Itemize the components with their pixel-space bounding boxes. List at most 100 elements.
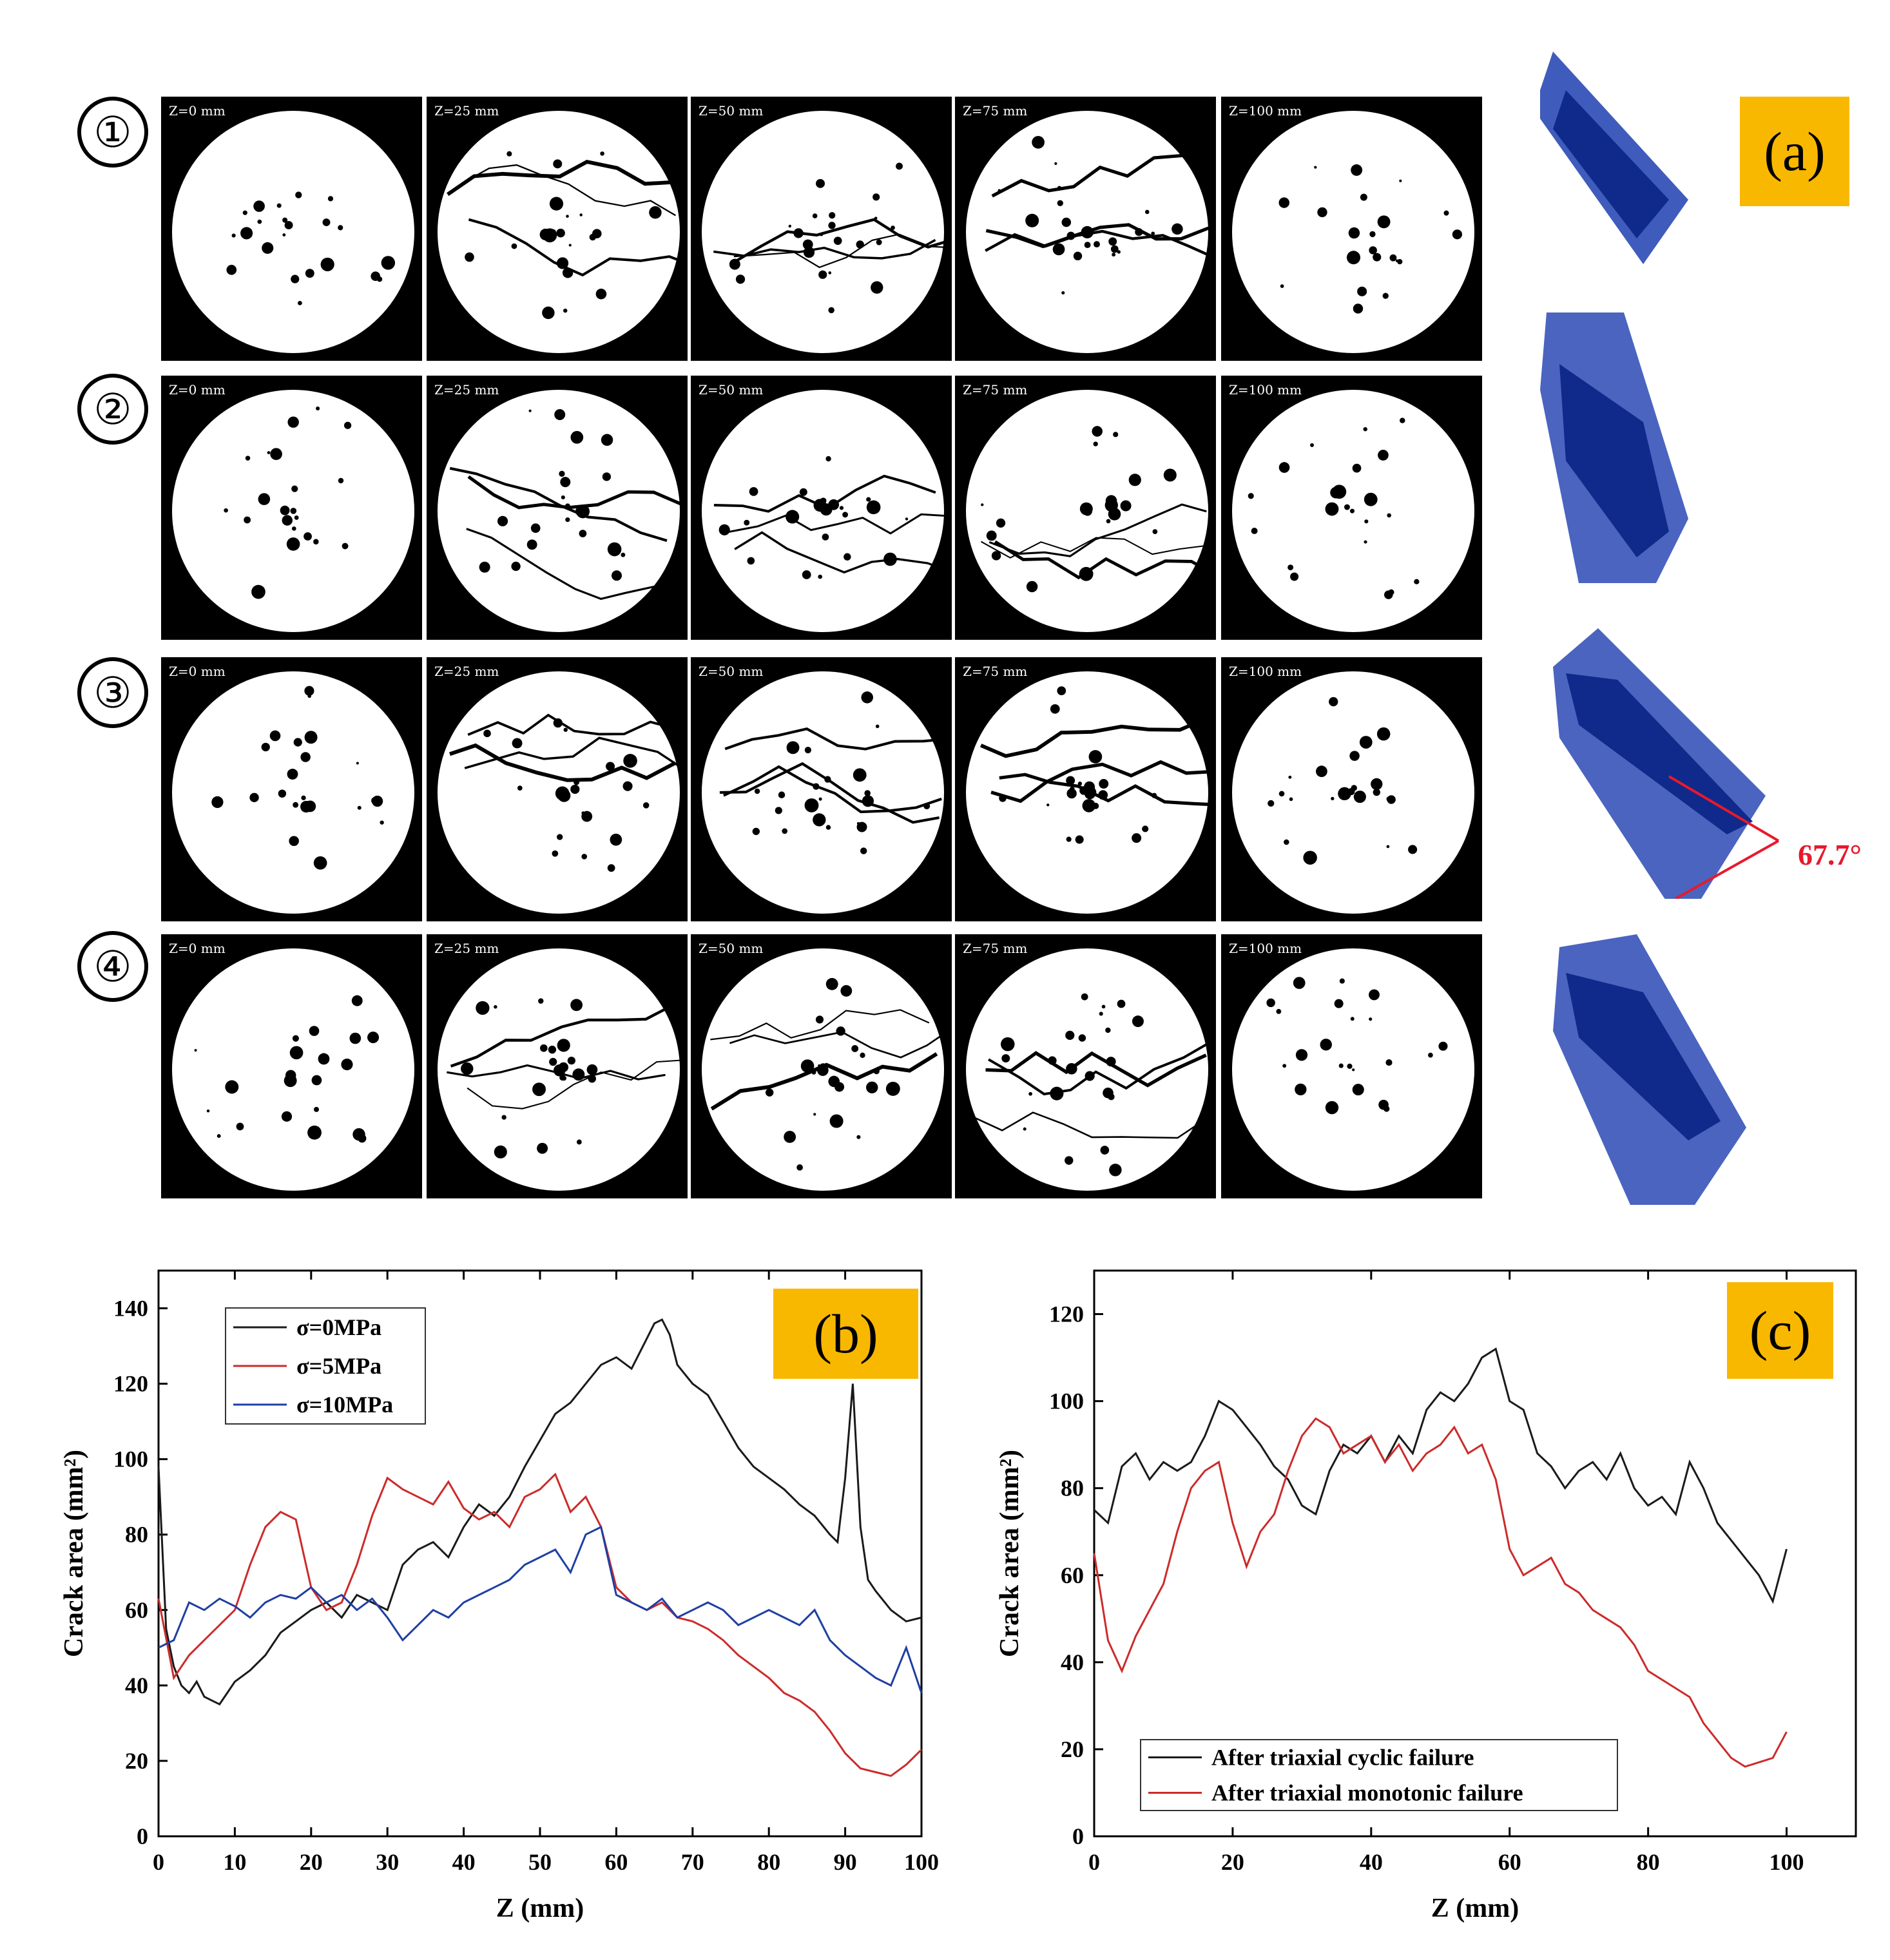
series-line-1 <box>1093 1347 1788 1604</box>
x-axis-label: Z (mm) <box>1431 1894 1519 1923</box>
row-label-1: ① <box>77 97 148 168</box>
legend-entry-2: After triaxial monotonic failure <box>1211 1780 1523 1806</box>
slice-z-label: Z=100 mm <box>1229 103 1302 119</box>
ct-slice-tile: Z=100 mm <box>1221 376 1482 640</box>
y-tick-label: 40 <box>125 1673 148 1698</box>
ct-slice-tile: Z=50 mm <box>691 657 952 921</box>
ct-slice-tile: Z=25 mm <box>427 376 688 640</box>
ct-slice-image <box>438 111 688 353</box>
x-tick-label: 20 <box>1221 1849 1244 1875</box>
y-tick-label: 100 <box>113 1446 148 1472</box>
ct-slice-image <box>702 111 952 353</box>
row-label-2: ② <box>77 374 148 445</box>
legend-entry-3: σ=10MPa <box>296 1392 393 1417</box>
ct-slice-tile: Z=50 mm <box>691 934 952 1198</box>
y-tick-label: 80 <box>125 1522 148 1548</box>
y-tick-label: 20 <box>125 1748 148 1774</box>
y-tick-label: 140 <box>113 1296 148 1321</box>
ct-slice-image <box>1232 111 1474 353</box>
y-axis-label: Crack area (mm²) <box>59 1450 89 1657</box>
ct-slice-image <box>966 111 1216 353</box>
series-line-2 <box>157 1472 923 1777</box>
x-tick-label: 80 <box>1637 1849 1660 1875</box>
x-axis-label: Z (mm) <box>496 1894 584 1923</box>
y-tick-label: 80 <box>1061 1475 1084 1501</box>
x-tick-label: 60 <box>604 1849 628 1875</box>
y-tick-label: 60 <box>1061 1562 1084 1588</box>
slice-z-label: Z=50 mm <box>699 664 764 679</box>
row-label-3: ③ <box>77 657 148 728</box>
slice-z-label: Z=0 mm <box>169 382 226 398</box>
crack-model-1 <box>1534 52 1688 322</box>
ct-slice-image <box>1232 671 1474 914</box>
ct-slice-tile: Z=0 mm <box>161 934 422 1198</box>
slice-z-label: Z=0 mm <box>169 941 226 956</box>
ct-slice-image <box>702 671 949 914</box>
series-line-3 <box>158 1525 923 1694</box>
ct-slice-image <box>172 111 414 353</box>
crack-model-2 <box>1540 312 1688 583</box>
ct-slice-image <box>172 948 414 1191</box>
y-tick-label: 20 <box>1061 1736 1084 1762</box>
row-label-4: ④ <box>77 931 148 1002</box>
x-tick-label: 10 <box>223 1849 246 1875</box>
slice-z-label: Z=75 mm <box>963 941 1028 956</box>
slice-z-label: Z=25 mm <box>434 664 499 679</box>
ct-slice-tile: Z=0 mm <box>161 376 422 640</box>
x-tick-label: 40 <box>452 1849 476 1875</box>
ct-slice-image <box>438 671 686 914</box>
chart-b: 0 10 20 30 40 50 60 70 80 90 100 0 20 40 60 80 100 120 140… <box>59 1269 939 1923</box>
ct-slice-image <box>966 671 1216 914</box>
y-axis-label: Crack area (mm²) <box>995 1450 1025 1657</box>
x-tick-label: 0 <box>1088 1849 1100 1875</box>
panel-label-b: (b) <box>773 1289 918 1379</box>
legend-entry-2: σ=5MPa <box>296 1353 381 1379</box>
legend-entry-1: After triaxial cyclic failure <box>1211 1745 1474 1771</box>
y-tick-label: 60 <box>125 1597 148 1623</box>
ct-slice-image <box>438 390 684 632</box>
x-tick-label: 0 <box>153 1849 164 1875</box>
slice-z-label: Z=50 mm <box>699 103 764 119</box>
ct-slice-image <box>966 390 1216 632</box>
x-tick-label: 60 <box>1498 1849 1521 1875</box>
slice-z-label: Z=100 mm <box>1229 664 1302 679</box>
slice-z-label: Z=50 mm <box>699 382 764 398</box>
x-tick-label: 80 <box>757 1849 780 1875</box>
y-tick-label: 0 <box>137 1823 148 1849</box>
ct-slice-tile: Z=75 mm <box>955 376 1216 640</box>
crack-model-4 <box>1540 934 1746 1205</box>
ct-slice-tile: Z=75 mm <box>955 97 1216 361</box>
x-tick-label: 50 <box>528 1849 552 1875</box>
slice-z-label: Z=25 mm <box>434 382 499 398</box>
y-tick-label: 120 <box>1049 1302 1084 1327</box>
slice-z-label: Z=100 mm <box>1229 941 1302 956</box>
ct-slice-tile: Z=100 mm <box>1221 97 1482 361</box>
x-tick-label: 30 <box>376 1849 399 1875</box>
x-tick-label: 100 <box>1769 1849 1804 1875</box>
ct-slice-tile: Z=75 mm <box>955 657 1216 921</box>
ct-slice-image <box>702 948 952 1191</box>
slice-z-label: Z=0 mm <box>169 664 226 679</box>
x-tick-label: 70 <box>681 1849 704 1875</box>
x-tick-label: 100 <box>904 1849 939 1875</box>
slice-z-label: Z=75 mm <box>963 664 1028 679</box>
crack-model-3 <box>1540 628 1780 905</box>
ct-slice-tile: Z=75 mm <box>955 934 1216 1198</box>
series-line-2 <box>1093 1417 1788 1768</box>
y-tick-label: 100 <box>1049 1388 1084 1414</box>
ct-slice-tile: Z=100 mm <box>1221 657 1482 921</box>
ct-slice-tile: Z=25 mm <box>427 97 688 361</box>
panel-label-c: (c) <box>1727 1282 1833 1379</box>
slice-z-label: Z=50 mm <box>699 941 764 956</box>
slice-z-label: Z=75 mm <box>963 382 1028 398</box>
ct-slice-tile: Z=25 mm <box>427 657 688 921</box>
ct-slice-image <box>702 390 952 632</box>
y-tick-label: 0 <box>1072 1823 1084 1849</box>
y-tick-label: 40 <box>1061 1649 1084 1675</box>
ct-slice-image <box>1232 948 1474 1191</box>
slice-z-label: Z=75 mm <box>963 103 1028 119</box>
ct-slice-image <box>966 948 1210 1191</box>
ct-slice-image <box>438 948 684 1191</box>
x-tick-label: 90 <box>834 1849 857 1875</box>
slice-z-label: Z=0 mm <box>169 103 226 119</box>
